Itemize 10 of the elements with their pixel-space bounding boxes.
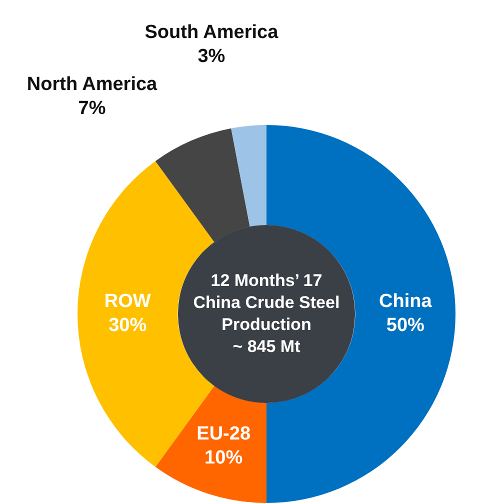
data-label: 50%: [386, 315, 425, 336]
slice-label: South America: [144, 22, 279, 44]
slice-label: EU-28: [196, 423, 251, 444]
data-label: 30%: [108, 315, 147, 336]
data-label: 10%: [204, 447, 243, 468]
data-label: 7%: [78, 98, 106, 120]
data-label: 3%: [198, 46, 226, 68]
slice-label: ROW: [104, 291, 151, 312]
slice-label: North America: [26, 74, 158, 96]
slice-label: China: [379, 291, 432, 312]
